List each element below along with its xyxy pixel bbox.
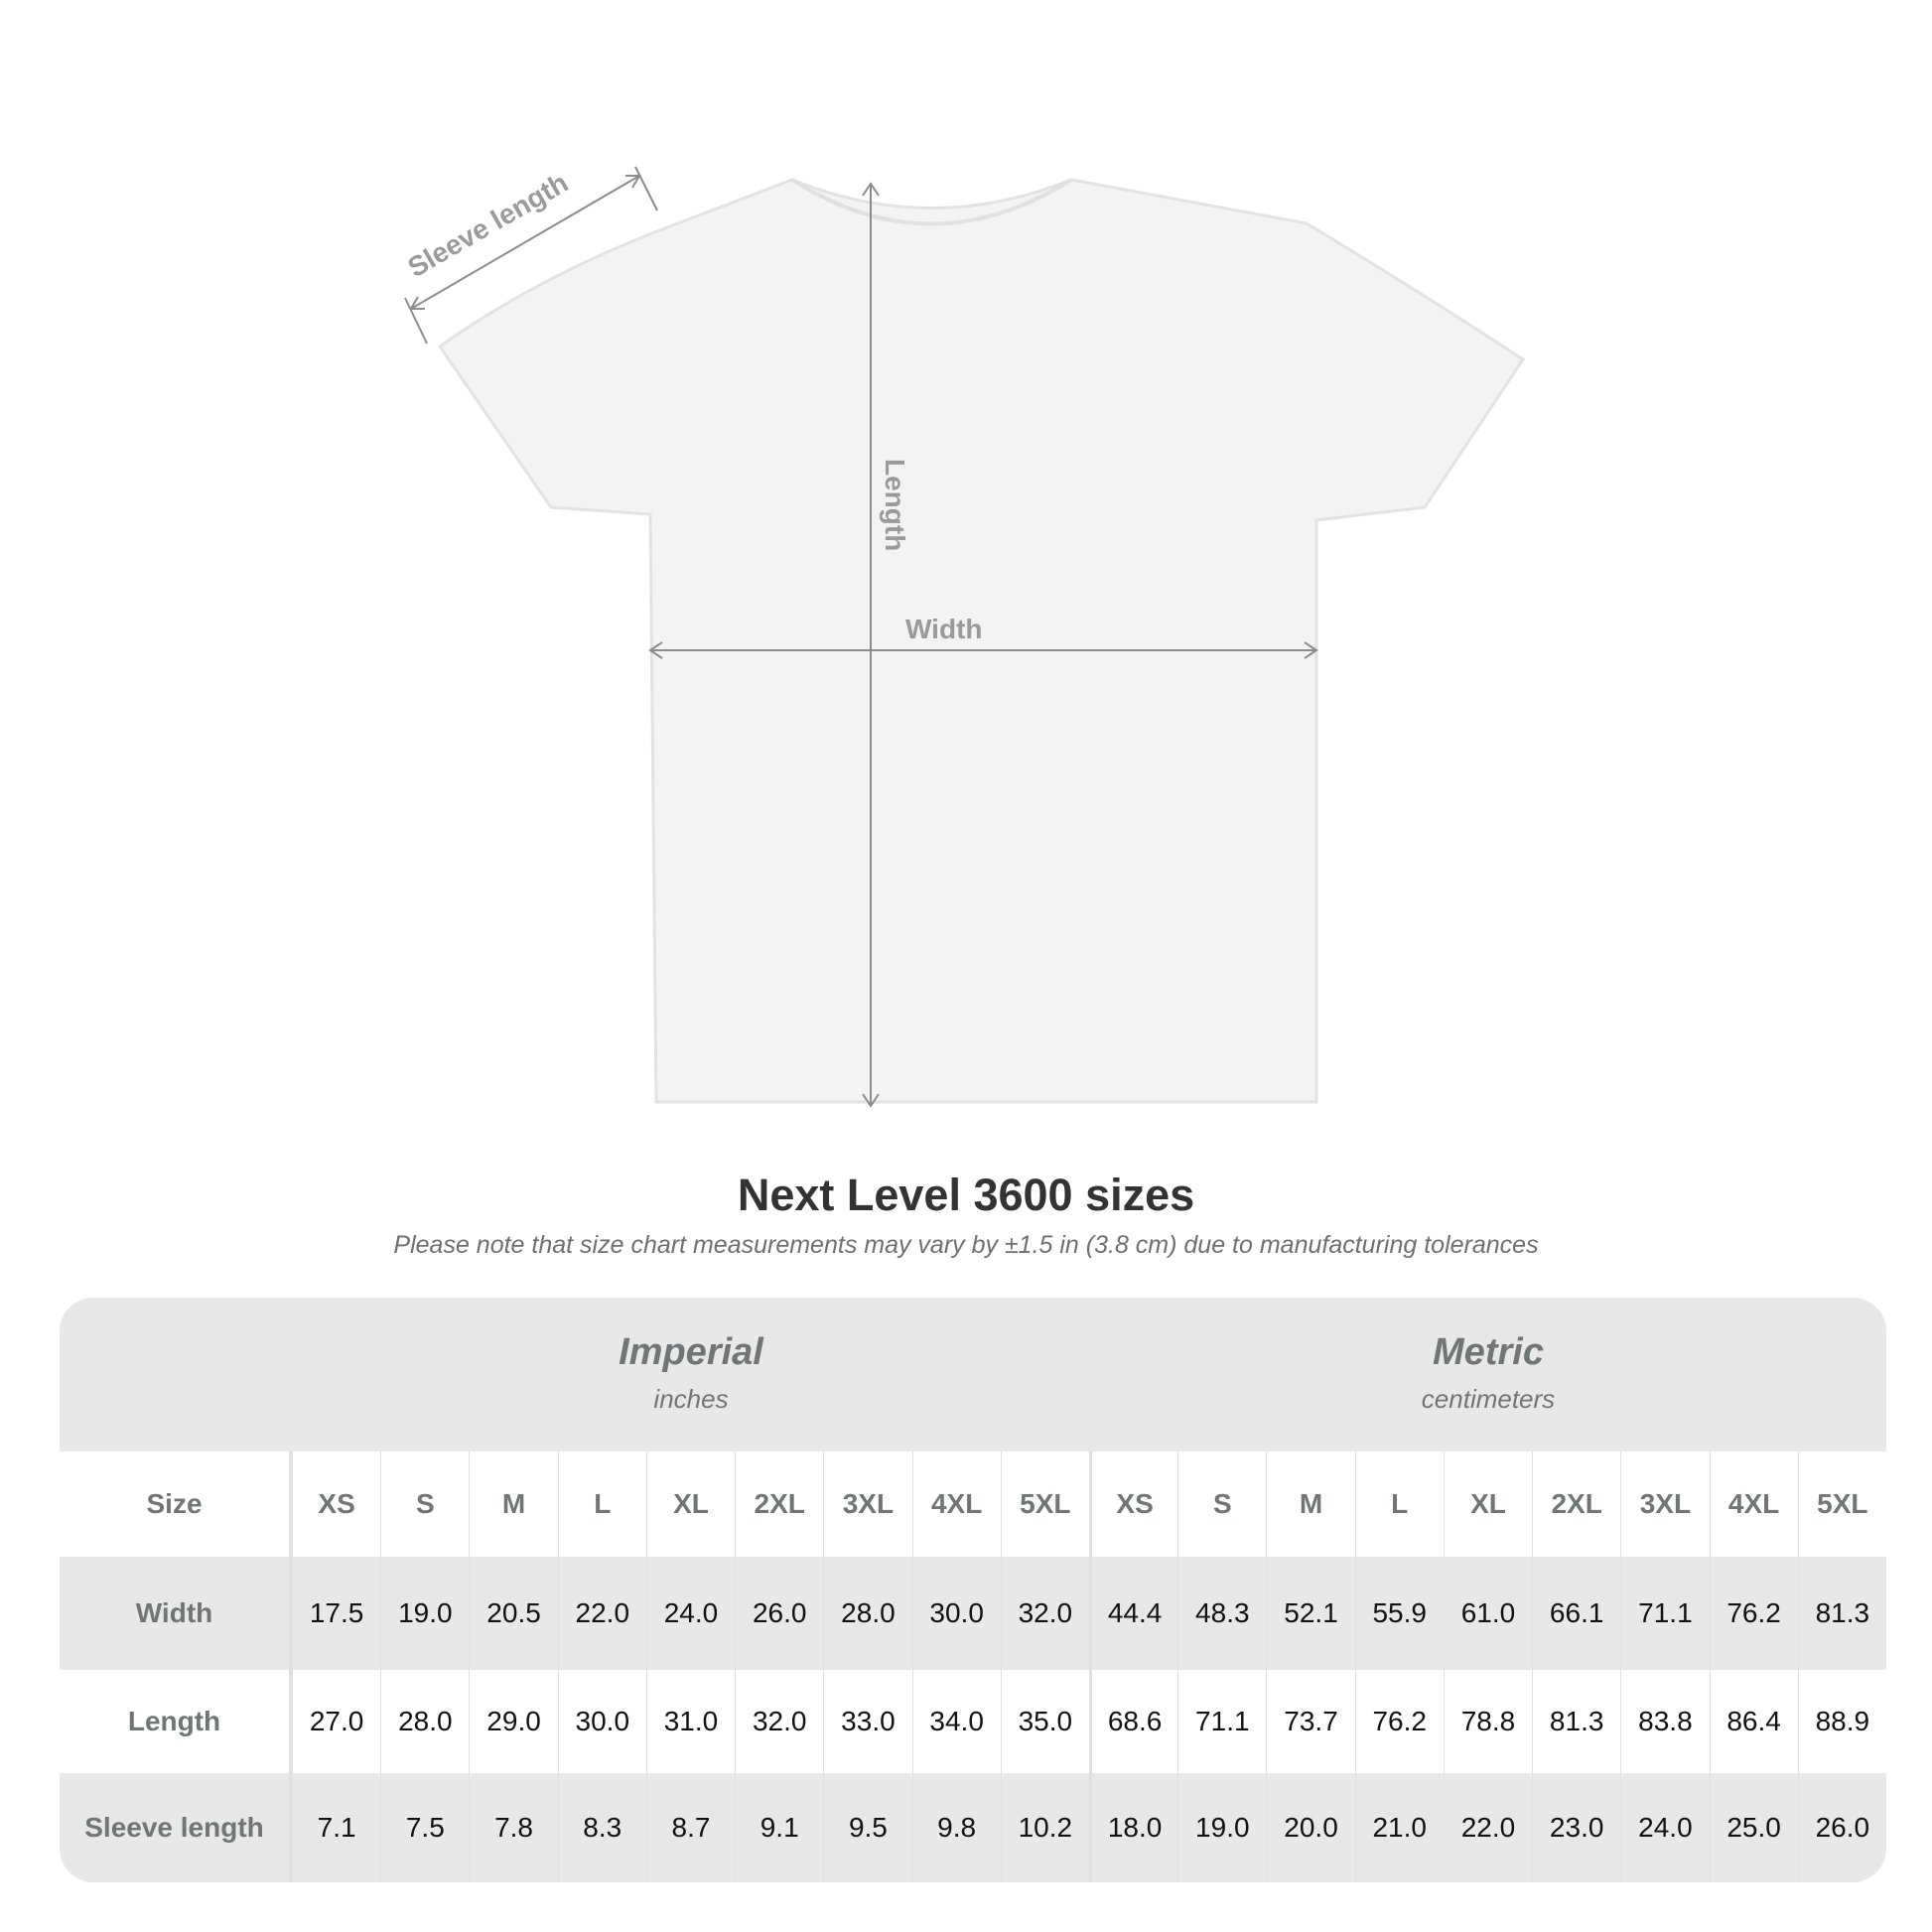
size-header-cell: XL (645, 1451, 735, 1557)
size-header-cell: M (469, 1451, 557, 1557)
size-table: Imperial inches Metric centimeters Size X… (60, 1298, 1886, 1882)
imperial-cell: 7.1 (292, 1773, 380, 1882)
imperial-cell: 24.0 (645, 1557, 735, 1670)
imperial-cell: 28.0 (823, 1557, 911, 1670)
row-label: Length (60, 1670, 292, 1773)
metric-cell: 88.9 (1797, 1670, 1886, 1773)
metric-cell: 81.3 (1797, 1557, 1886, 1670)
page-title: Next Level 3600 sizes (737, 1170, 1195, 1220)
imperial-cell: 20.5 (469, 1557, 557, 1670)
imperial-unit: inches (653, 1384, 729, 1414)
metric-cell: 66.1 (1532, 1557, 1620, 1670)
imperial-cell: 9.1 (735, 1773, 823, 1882)
imperial-cell: 30.0 (557, 1670, 646, 1773)
metric-cell: 73.7 (1266, 1670, 1354, 1773)
metric-cell: 55.9 (1354, 1557, 1444, 1670)
imperial-cell: 7.8 (469, 1773, 557, 1882)
metric-cell: 44.4 (1088, 1557, 1177, 1670)
imperial-cell: 19.0 (380, 1557, 469, 1670)
metric-cell: 78.8 (1443, 1670, 1532, 1773)
metric-cell: 68.6 (1088, 1670, 1177, 1773)
metric-cell: 61.0 (1443, 1557, 1532, 1670)
imperial-cell: 33.0 (823, 1670, 911, 1773)
size-header-cell: XS (1088, 1451, 1177, 1557)
sleeve-length-label: Sleeve length (403, 167, 574, 283)
metric-cell: 48.3 (1177, 1557, 1266, 1670)
imperial-header: Imperial inches (292, 1298, 1090, 1451)
size-header-cell: 5XL (1000, 1451, 1089, 1557)
metric-unit: centimeters (1421, 1384, 1556, 1414)
length-label: Length (880, 459, 910, 551)
metric-header: Metric centimeters (1090, 1298, 1886, 1451)
imperial-cell: 9.8 (911, 1773, 1001, 1882)
imperial-cell: 7.5 (380, 1773, 469, 1882)
metric-cell: 22.0 (1443, 1773, 1532, 1882)
size-header-cell: 2XL (1532, 1451, 1620, 1557)
imperial-cell: 26.0 (735, 1557, 823, 1670)
size-header-cell: 4XL (911, 1451, 1001, 1557)
imperial-cell: 30.0 (911, 1557, 1001, 1670)
table-row: Width 17.5 19.0 20.5 22.0 24.0 26.0 28.0 30.0 32.… (60, 1557, 1886, 1670)
row-label: Sleeve length (60, 1773, 292, 1882)
size-header-row: Size XS S M L XL 2XL 3XL 4XL 5XL XS S M L XL 2XL 3XL 4XL 5… (60, 1451, 1886, 1557)
width-label: Width (905, 614, 983, 644)
metric-cell: 76.2 (1709, 1557, 1798, 1670)
metric-cell: 76.2 (1354, 1670, 1444, 1773)
imperial-cell: 32.0 (735, 1670, 823, 1773)
metric-cell: 25.0 (1709, 1773, 1798, 1882)
size-header-cell: 2XL (735, 1451, 823, 1557)
imperial-cell: 29.0 (469, 1670, 557, 1773)
imperial-title: Imperial (619, 1331, 763, 1373)
imperial-cell: 8.3 (557, 1773, 646, 1882)
size-header-cell: 4XL (1709, 1451, 1798, 1557)
metric-cell: 86.4 (1709, 1670, 1798, 1773)
imperial-cell: 31.0 (645, 1670, 735, 1773)
row-label: Width (60, 1557, 292, 1670)
metric-cell: 20.0 (1266, 1773, 1354, 1882)
metric-cell: 83.8 (1620, 1670, 1709, 1773)
imperial-cell: 9.5 (823, 1773, 911, 1882)
table-row: Sleeve length 7.1 7.5 7.8 8.3 8.7 9.1 9.5 9.8 10.… (60, 1773, 1886, 1882)
metric-cell: 21.0 (1354, 1773, 1444, 1882)
imperial-cell: 35.0 (1000, 1670, 1089, 1773)
imperial-cell: 8.7 (645, 1773, 735, 1882)
tshirt-diagram: Length Width Sleeve length (403, 166, 1526, 1108)
imperial-cell: 27.0 (292, 1670, 380, 1773)
size-header-cell: 3XL (823, 1451, 911, 1557)
size-header-cell: L (557, 1451, 646, 1557)
collar (790, 178, 1073, 226)
tolerance-note: Please note that size chart measurements… (393, 1231, 1539, 1259)
metric-title: Metric (1433, 1331, 1544, 1373)
imperial-cell: 28.0 (380, 1670, 469, 1773)
size-header-cell: XS (292, 1451, 380, 1557)
size-header-cell: 3XL (1620, 1451, 1709, 1557)
metric-cell: 71.1 (1620, 1557, 1709, 1670)
metric-cell: 81.3 (1532, 1670, 1620, 1773)
metric-cell: 26.0 (1797, 1773, 1886, 1882)
imperial-cell: 34.0 (911, 1670, 1001, 1773)
size-header-cell: L (1354, 1451, 1444, 1557)
size-header-cell: 5XL (1797, 1451, 1886, 1557)
size-header-cell: S (380, 1451, 469, 1557)
size-header-cell: M (1266, 1451, 1354, 1557)
table-row: Length 27.0 28.0 29.0 30.0 31.0 32.0 33.0 34.0 35… (60, 1670, 1886, 1773)
tshirt-shape (437, 178, 1526, 1104)
imperial-cell: 17.5 (292, 1557, 380, 1670)
metric-cell: 19.0 (1177, 1773, 1266, 1882)
metric-cell: 52.1 (1266, 1557, 1354, 1670)
metric-cell: 71.1 (1177, 1670, 1266, 1773)
row-label: Size (60, 1451, 292, 1557)
size-header-cell: XL (1443, 1451, 1532, 1557)
measure-lines (404, 166, 1318, 1108)
metric-cell: 23.0 (1532, 1773, 1620, 1882)
imperial-cell: 22.0 (557, 1557, 646, 1670)
metric-cell: 18.0 (1088, 1773, 1177, 1882)
metric-cell: 24.0 (1620, 1773, 1709, 1882)
imperial-cell: 10.2 (1000, 1773, 1089, 1882)
imperial-cell: 32.0 (1000, 1557, 1089, 1670)
size-header-cell: S (1177, 1451, 1266, 1557)
